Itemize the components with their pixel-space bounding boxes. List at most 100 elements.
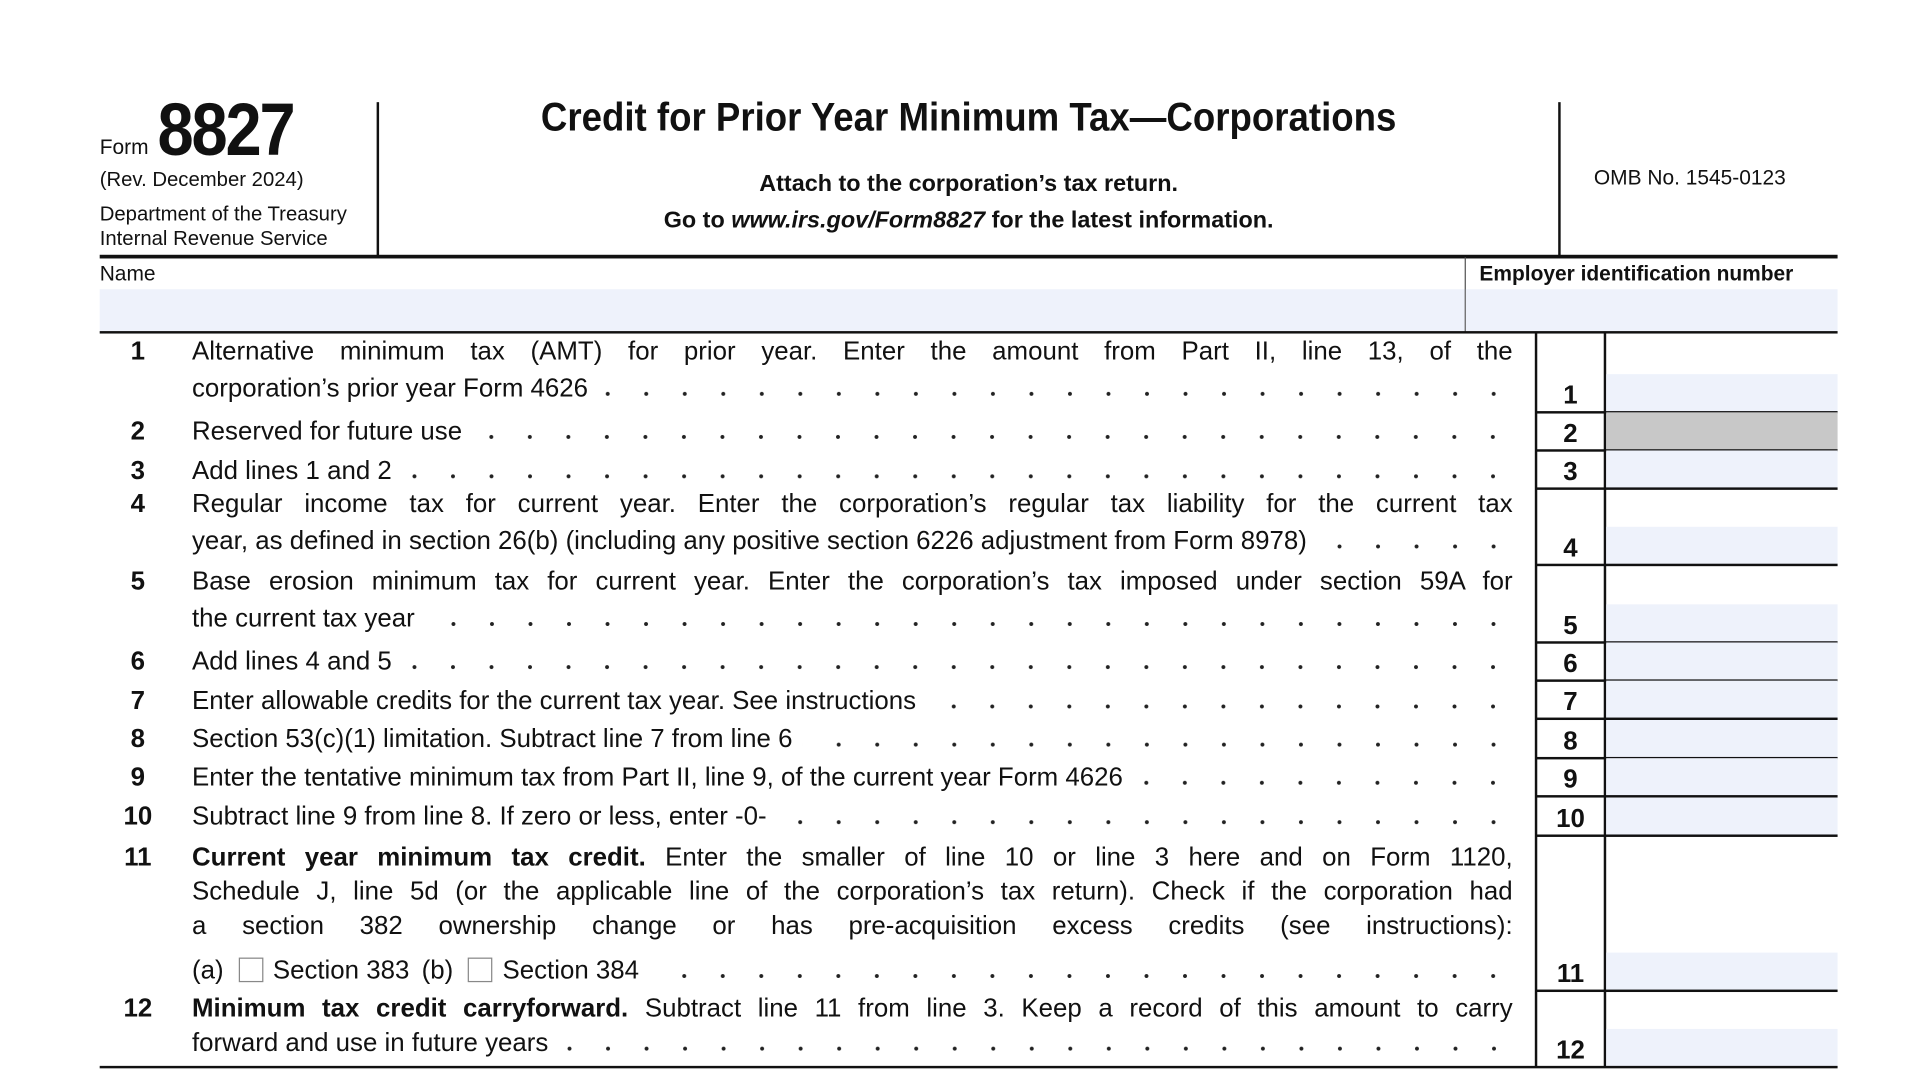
line-number: 2: [130, 417, 146, 446]
line-text: Enter the tentative minimum tax from Par…: [192, 763, 1513, 793]
line-number: 3: [130, 456, 146, 485]
line-text-segment: Schedule J, line 5d (or the applicable l…: [192, 877, 1513, 906]
line-number: 8: [130, 724, 146, 754]
divider: [1534, 332, 1538, 1068]
row-divider: [1536, 717, 1838, 721]
dot-leader: [597, 388, 1513, 399]
row-divider: [1536, 411, 1838, 414]
option-label: Section 384: [502, 956, 640, 985]
dot-leader: [558, 1043, 1513, 1054]
line-text: Add lines 1 and 2: [192, 457, 1513, 487]
dot-leader: [925, 701, 1513, 712]
line-text: Subtract line 9 from line 8. If zero or …: [192, 802, 1513, 832]
line-text-segment: forward and use in future years: [192, 1028, 549, 1058]
revision-date: (Rev. December 2024): [99, 168, 304, 191]
amount-input-line-6[interactable]: [1606, 642, 1838, 681]
line-text-segment: Section 53(c)(1) limitation. Subtract li…: [192, 724, 793, 754]
line-text-segment: year, as defined in section 26(b) (inclu…: [192, 526, 1307, 556]
divider: [1603, 332, 1607, 1068]
line-bold-lead: Current year minimum tax credit.: [192, 843, 646, 872]
line-box-number: 7: [1563, 688, 1578, 717]
dot-leader: [802, 739, 1513, 750]
line-box-number: 12: [1556, 1036, 1585, 1065]
line-text: Add lines 4 and 5: [192, 647, 1513, 677]
line-box-number: 11: [1556, 960, 1585, 989]
line-text-segment: Add lines 1 and 2: [192, 456, 392, 485]
department: Department of the Treasury: [99, 203, 347, 226]
row-divider: [1536, 563, 1838, 567]
dot-leader: [1316, 541, 1513, 552]
name-label: Name: [99, 262, 156, 286]
checkbox-section-383[interactable]: [238, 957, 263, 983]
divider: [99, 331, 1838, 334]
amount-input-line-8[interactable]: [1606, 720, 1838, 759]
dot-leader: [401, 471, 1513, 482]
line-text-segment: Enter allowable credits for the current …: [192, 686, 917, 716]
form-label: Form: [99, 135, 149, 159]
line-number: 11: [124, 843, 152, 872]
line-text: the current tax year: [192, 604, 1513, 634]
divider: [99, 1065, 1838, 1069]
amount-input-line-3[interactable]: [1606, 450, 1838, 489]
line-box-number: 5: [1563, 611, 1578, 641]
divider: [1464, 257, 1466, 333]
line-number: 12: [123, 994, 153, 1023]
divider: [99, 254, 1838, 259]
line-number: 10: [123, 802, 153, 831]
line-number: 6: [130, 647, 146, 676]
amount-input-line-11[interactable]: [1606, 952, 1838, 991]
amount-input-line-7[interactable]: [1606, 680, 1838, 719]
ein-input[interactable]: [1465, 289, 1838, 332]
divider: [376, 102, 380, 257]
line-text-segment: the current tax year: [192, 604, 415, 633]
amount-input-line-10[interactable]: [1606, 797, 1838, 836]
line-text: Base erosion minimum tax for current yea…: [192, 567, 1513, 597]
line-number: 9: [130, 763, 146, 792]
amount-input-line-5[interactable]: [1606, 604, 1838, 643]
line-text: (a) Section 383 (b) Section 384: [192, 956, 1513, 986]
line-number: 5: [130, 567, 146, 596]
line-text: forward and use in future years: [192, 1029, 1513, 1059]
omb-number: OMB No. 1545-0123: [1593, 166, 1786, 190]
checkbox-section-384[interactable]: [468, 957, 493, 983]
line-text-segment: Subtract line 11 from line 3. Keep a rec…: [628, 994, 1513, 1023]
name-input[interactable]: [99, 289, 1465, 332]
amount-input-line-9[interactable]: [1606, 758, 1838, 797]
line-text-segment: Regular income tax for current year. Ent…: [192, 489, 1513, 519]
dot-leader: [401, 662, 1513, 673]
option-tag: (a): [192, 956, 224, 985]
line-box-number: 10: [1556, 804, 1585, 834]
amount-input-line-4[interactable]: [1606, 526, 1838, 565]
line-text-segment: a section 382 ownership change or has pr…: [192, 912, 1513, 941]
line-box-number: 8: [1563, 727, 1578, 756]
line-number: 7: [130, 686, 146, 716]
irs-link[interactable]: www.irs.gov/Form8827: [731, 208, 986, 234]
line-box-number: 6: [1563, 649, 1578, 679]
line-text: corporation’s prior year Form 4626: [192, 374, 1513, 404]
amount-input-line-1[interactable]: [1606, 374, 1838, 413]
divider: [1558, 102, 1561, 257]
line-number: 1: [130, 337, 146, 366]
line-number: 4: [130, 489, 146, 519]
line-box-number: 2: [1563, 419, 1578, 449]
line-box-number: 9: [1563, 765, 1578, 794]
goto-instruction: Go to www.irs.gov/Form8827 for the lates…: [378, 208, 1560, 235]
dot-leader: [471, 432, 1513, 442]
line-text: Regular income tax for current year. Ent…: [192, 490, 1513, 520]
amount-input-line-12[interactable]: [1606, 1028, 1838, 1068]
line-text: Reserved for future use: [192, 417, 1513, 447]
line-text: Section 53(c)(1) limitation. Subtract li…: [192, 725, 1513, 755]
line-text: Enter allowable credits for the current …: [192, 687, 1513, 717]
row-divider: [1536, 679, 1838, 682]
row-divider: [1536, 989, 1838, 993]
dot-leader: [424, 619, 1513, 629]
line-text-segment: Add lines 4 and 5: [192, 647, 392, 676]
option-tag: (b): [421, 956, 454, 985]
agency: Internal Revenue Service: [99, 227, 328, 250]
line-box-number: 1: [1563, 381, 1578, 410]
line-text-segment: Enter the smaller of line 10 or line 3 h…: [645, 843, 1513, 872]
attach-instruction: Attach to the corporation’s tax return.: [759, 171, 1179, 197]
row-divider: [1536, 795, 1838, 798]
goto-prefix: Go to: [663, 208, 732, 234]
